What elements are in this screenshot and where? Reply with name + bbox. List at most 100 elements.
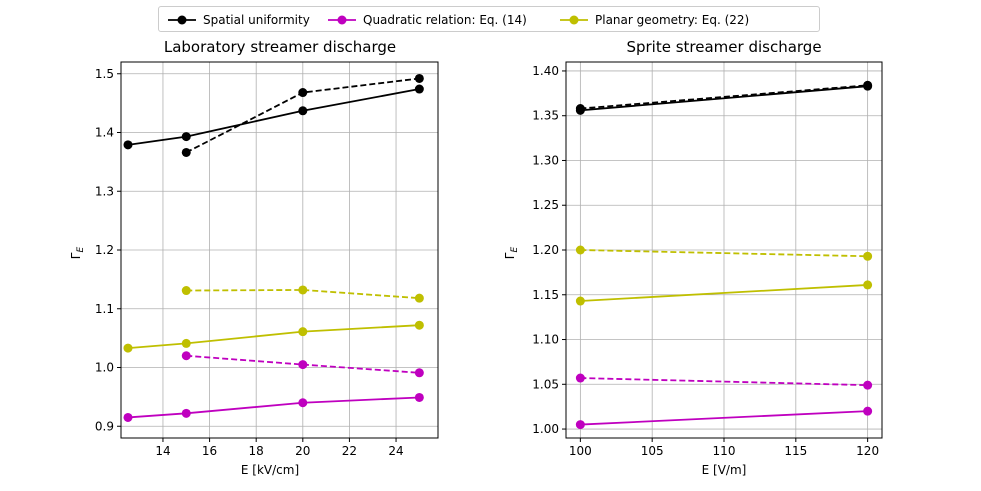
data-series [575, 280, 873, 306]
y-axis-label-sub: E [510, 247, 520, 253]
series-line [127, 396, 420, 419]
x-tick-label: 14 [155, 444, 170, 458]
data-point [181, 147, 191, 157]
data-point [298, 88, 308, 98]
series-line [580, 85, 868, 112]
panel-title: Sprite streamer discharge [626, 38, 821, 56]
series-line [186, 354, 420, 374]
x-tick-label: 120 [856, 444, 879, 458]
y-axis-label-main: Γ [503, 252, 517, 259]
data-point [414, 293, 424, 303]
legend-label: Quadratic relation: Eq. (14) [363, 13, 527, 27]
legend-dot [337, 15, 347, 25]
data-point [575, 373, 585, 383]
x-axis-label: E [V/m] [702, 463, 747, 477]
y-tick-label: 1.0 [95, 361, 114, 375]
legend: Spatial uniformity Quadratic relation: E… [158, 6, 820, 32]
x-axis-label: E [kV/cm] [241, 463, 299, 477]
y-tick-label: 1.25 [532, 198, 559, 212]
data-series [181, 351, 424, 378]
data-point [298, 327, 308, 337]
y-tick-label: 1.35 [532, 109, 559, 123]
y-tick-label: 1.00 [532, 422, 559, 436]
x-tick-label: 24 [388, 444, 403, 458]
data-series [575, 406, 873, 430]
panel-sprite: Sprite streamer discharge 100 105 110 115 12… [503, 38, 883, 477]
y-tick-label: 1.40 [532, 64, 559, 78]
data-point [181, 286, 191, 296]
data-point [123, 343, 133, 353]
data-point [414, 73, 424, 83]
y-tick-label: 1.1 [95, 302, 114, 316]
data-point [863, 380, 873, 390]
legend-dot [177, 15, 187, 25]
data-point [123, 412, 133, 422]
series-line [580, 84, 868, 110]
series-line [127, 88, 420, 146]
x-tick-label: 16 [202, 444, 217, 458]
legend-item-spatial-uniformity: Spatial uniformity [167, 11, 310, 29]
series-line [186, 289, 420, 300]
legend-label: Spatial uniformity [203, 13, 310, 27]
data-series [575, 80, 873, 114]
y-tick-label: 1.5 [95, 67, 114, 81]
data-point [863, 280, 873, 290]
series-line [127, 324, 420, 350]
data-point [181, 338, 191, 348]
legend-item-quadratic-relation: Quadratic relation: Eq. (14) [327, 11, 527, 29]
data-point [181, 408, 191, 418]
series-line [580, 249, 868, 258]
data-point [123, 140, 133, 150]
legend-label: Planar geometry: Eq. (22) [595, 13, 750, 27]
y-axis-label-main: Γ [69, 252, 83, 259]
data-point [181, 132, 191, 142]
y-axis-label: ΓE [69, 247, 86, 260]
y-tick-label: 1.10 [532, 333, 559, 347]
data-point [575, 420, 585, 430]
data-point [414, 392, 424, 402]
data-series [123, 320, 424, 353]
data-point [414, 84, 424, 94]
x-tick-label: 105 [641, 444, 664, 458]
data-point [414, 368, 424, 378]
panel-title: Laboratory streamer discharge [164, 38, 396, 56]
legend-dot [569, 15, 579, 25]
data-series [181, 285, 424, 303]
data-point [298, 360, 308, 370]
data-point [575, 245, 585, 255]
y-tick-label: 1.20 [532, 243, 559, 257]
data-series [575, 373, 873, 390]
data-point [414, 320, 424, 330]
data-point [863, 80, 873, 90]
data-point [298, 106, 308, 116]
data-point [863, 406, 873, 416]
y-tick-label: 1.05 [532, 377, 559, 391]
x-tick-label: 22 [342, 444, 357, 458]
data-point [181, 351, 191, 361]
data-point [298, 285, 308, 295]
data-series [181, 73, 424, 157]
data-point [575, 296, 585, 306]
data-point [298, 398, 308, 408]
y-tick-label: 1.15 [532, 288, 559, 302]
data-series [123, 392, 424, 422]
y-tick-label: 1.30 [532, 153, 559, 167]
y-tick-label: 1.3 [95, 184, 114, 198]
y-tick-label: 0.9 [95, 419, 114, 433]
data-series [123, 84, 424, 150]
x-tick-label: 18 [249, 444, 264, 458]
legend-marker-icon [560, 15, 588, 25]
x-tick-label: 100 [569, 444, 592, 458]
data-series [575, 245, 873, 261]
x-tick-label: 115 [784, 444, 807, 458]
series-line [580, 410, 868, 426]
legend-marker-icon [328, 15, 356, 25]
legend-marker-icon [168, 15, 196, 25]
series-line [580, 284, 868, 302]
y-tick-label: 1.2 [95, 243, 114, 257]
y-axis-label-sub: E [76, 247, 86, 253]
y-tick-label: 1.4 [95, 126, 114, 140]
x-tick-label: 20 [295, 444, 310, 458]
data-point [575, 104, 585, 114]
x-tick-label: 110 [713, 444, 736, 458]
